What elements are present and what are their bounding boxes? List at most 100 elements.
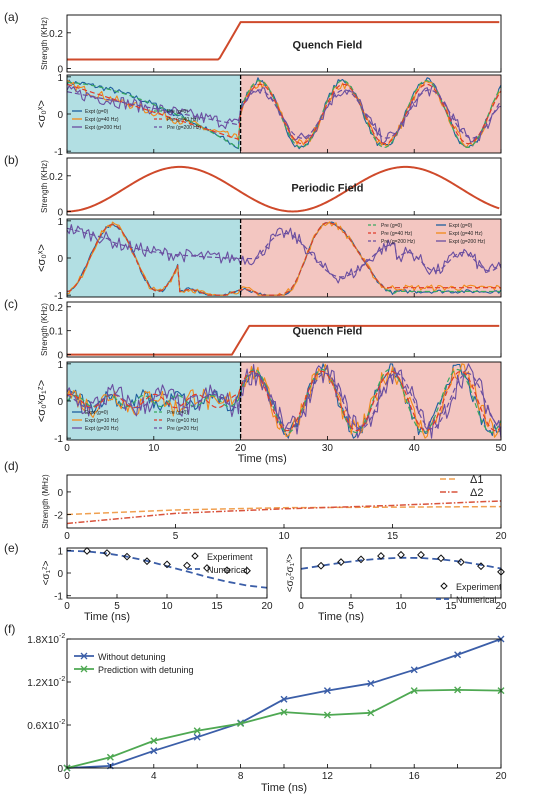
field-plot-frame-a	[66, 14, 502, 73]
detuning-ytick-label: -2	[54, 510, 63, 521]
series-line-b-4	[66, 222, 501, 296]
e-left-ytick-label: 1	[57, 546, 63, 557]
error-ytick-exponent: -2	[59, 676, 65, 683]
experiment-point-right	[317, 561, 325, 570]
experiment-point-left	[163, 560, 171, 569]
field-title-a: Quench Field	[293, 40, 363, 52]
experiment-point-right	[337, 558, 345, 566]
obs-a-ytick-label: 0	[57, 110, 63, 121]
obs-b-ytick-label: -1	[54, 291, 63, 302]
obs-a-ytick-label: 1	[57, 73, 63, 84]
obs-b-ytick-label: 0	[57, 254, 63, 265]
numerical-line-left	[66, 549, 268, 589]
error-point-1	[367, 709, 375, 717]
obs-c-ytick-label: -1	[54, 434, 63, 445]
error-xlabel: Time (ns)	[261, 782, 307, 794]
obs-xlabel-c: Time (ms)	[238, 453, 287, 465]
field-line-c	[67, 324, 500, 356]
error-ytick-exponent: -2	[59, 633, 65, 640]
e-xlabel-right: Time (ns)	[318, 611, 364, 623]
obs-b-ytick-label: 1	[57, 217, 63, 228]
legend-label: Prediction with detuning	[98, 665, 194, 675]
error-point-0	[454, 651, 462, 659]
series-line-c-2	[66, 363, 502, 439]
legend-label: Numerical	[207, 565, 248, 575]
series-line-b-2	[66, 224, 502, 284]
e-left-ytick-label: 0	[57, 569, 63, 580]
e-left-xtick-label: 15	[211, 601, 223, 612]
obs-ylabel-c: <σ₀ˣσ₁ᶻ>	[36, 380, 48, 422]
series-line-a-4	[66, 83, 502, 145]
legend-label: Pre (g=200 Hz)	[381, 239, 415, 245]
error-ytick-label: 1.2X10	[27, 678, 59, 689]
detuning-xtick-label: 0	[64, 531, 70, 542]
series-line-a-5	[66, 89, 502, 139]
field-ylabel-b: Strength (KHz)	[40, 160, 49, 213]
experiment-point-right	[437, 554, 445, 563]
legend-label: Expt (g=40 Hz)	[449, 231, 483, 237]
legend-label: Pre (g=0)	[167, 109, 188, 115]
legend-label: Pre (g=40 Hz)	[167, 117, 199, 123]
region-after-quench-b	[240, 219, 501, 297]
error-xtick-label: 8	[238, 771, 244, 782]
field-ylabel-c: Strength (KHz)	[40, 303, 49, 356]
error-ytick-label: 0	[57, 764, 63, 775]
experiment-point-right	[377, 552, 385, 560]
experiment-point-left	[183, 561, 191, 570]
obs-c-xtick-label: 40	[409, 443, 421, 454]
legend-swatch	[191, 552, 199, 560]
legend-label: Expt (g=200 Hz)	[85, 125, 122, 131]
experiment-point-right	[357, 555, 365, 564]
experiment-point-left	[243, 566, 251, 575]
field-ylabel-a: Strength (KHz)	[40, 17, 49, 70]
legend-swatch	[440, 582, 448, 590]
legend-label: Δ1	[470, 474, 483, 486]
panel-label-a: (a)	[4, 10, 19, 24]
legend-label: Pre (g=20 Hz)	[167, 426, 199, 432]
error-ytick-exponent: -2	[59, 719, 65, 726]
error-point-1	[150, 737, 158, 745]
field-c-ytick-label: 0.2	[49, 303, 63, 314]
detuning-line-1	[66, 500, 502, 525]
legend-label: Pre (g=0)	[167, 410, 188, 416]
detuning-xtick-label: 5	[173, 531, 179, 542]
field-line-a	[67, 21, 500, 61]
error-point-1	[323, 711, 331, 719]
numerical-line-right	[300, 556, 502, 570]
legend-label: Numerical	[456, 595, 497, 605]
e-left-xtick-label: 20	[261, 601, 273, 612]
e-left-xtick-label: 10	[161, 601, 173, 612]
legend-swatch-marker	[80, 652, 88, 660]
field-title-c: Quench Field	[293, 326, 363, 338]
legend-label: Pre (g=0)	[381, 223, 402, 229]
detuning-plot-frame	[66, 474, 502, 529]
panel-label-b: (b)	[4, 153, 19, 167]
field-b-ytick-label: 0.2	[49, 172, 63, 183]
legend-label: Expt (g=0)	[85, 109, 109, 115]
e-right-xtick-label: 20	[495, 601, 507, 612]
detuning-xtick-label: 20	[495, 531, 507, 542]
experiment-point-right	[477, 562, 485, 571]
e-left-xtick-label: 0	[64, 601, 70, 612]
detuning-xtick-label: 15	[387, 531, 399, 542]
legend-label: Pre (g=10 Hz)	[167, 418, 199, 424]
error-xtick-label: 12	[322, 771, 334, 782]
series-line-c-5	[66, 372, 502, 430]
experiment-point-right	[457, 558, 465, 566]
legend-label: Experiment	[207, 552, 253, 562]
legend-label: Expt (g=40 Hz)	[85, 117, 119, 123]
error-xtick-label: 16	[409, 771, 421, 782]
e-ylabel-right: <σ₀ᶻσ₁ˣ>	[285, 554, 296, 593]
obs-c-ytick-label: 1	[57, 360, 63, 371]
field-plot-frame-b	[66, 157, 502, 216]
legend-label: Expt (g=0)	[85, 410, 109, 416]
detuning-ytick-label: 0	[57, 488, 63, 499]
obs-c-xtick-label: 30	[322, 443, 334, 454]
legend-label: Experiment	[456, 582, 502, 592]
field-b-ytick-label: 0	[57, 207, 63, 218]
error-point-0	[193, 733, 201, 741]
obs-c-xtick-label: 50	[495, 443, 507, 454]
series-line-b-5	[66, 227, 502, 278]
field-a-ytick-label: 0	[57, 64, 63, 75]
